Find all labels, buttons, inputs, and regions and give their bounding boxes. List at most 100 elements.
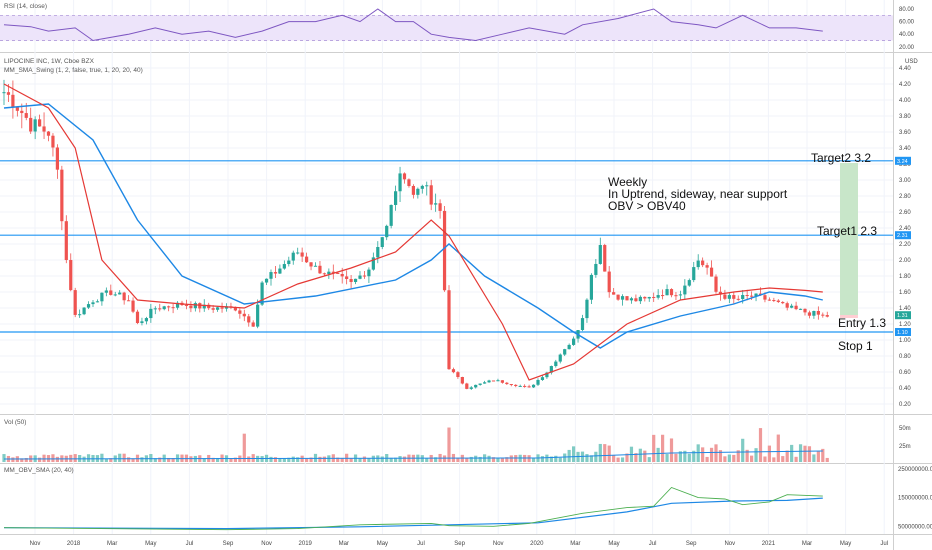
- time-tick-label: Sep: [454, 541, 465, 547]
- volume-bar: [456, 457, 460, 462]
- volume-bar: [567, 449, 571, 462]
- volume-bar: [572, 446, 576, 462]
- time-tick-label: May: [377, 541, 388, 547]
- volume-bar: [358, 458, 362, 462]
- candle: [745, 295, 749, 297]
- candle: [376, 247, 380, 258]
- volume-bar: [153, 458, 157, 462]
- candle: [669, 289, 674, 296]
- volume-bar: [434, 457, 438, 462]
- candle: [300, 252, 304, 257]
- candle: [465, 383, 469, 389]
- volume-bar: [202, 458, 206, 462]
- obv-tick-label: 250000000.00: [898, 467, 932, 473]
- stop-label: Stop 1: [838, 339, 873, 353]
- volume-bar: [598, 443, 602, 462]
- candle: [104, 290, 108, 293]
- candle: [193, 303, 197, 309]
- time-tick-label: Sep: [223, 541, 234, 547]
- last-price-label: 1.31: [897, 313, 908, 319]
- candle: [331, 271, 335, 273]
- candle: [723, 294, 727, 299]
- volume-bar: [652, 434, 656, 462]
- candle: [420, 185, 424, 189]
- candle: [705, 265, 709, 268]
- candle: [603, 245, 607, 272]
- volume-bar: [336, 457, 340, 462]
- candle: [505, 382, 509, 385]
- volume-bar: [273, 457, 278, 462]
- sma-label: MM_SMA_Swing (1, 2, false, true, 1, 20, …: [4, 67, 143, 74]
- price-tick-label: 4.40: [899, 66, 911, 72]
- candle: [665, 289, 669, 296]
- price-tick-label: 1.20: [899, 322, 911, 328]
- candle: [220, 307, 224, 309]
- price-tick-label: 1.40: [899, 306, 911, 312]
- candle: [727, 295, 731, 299]
- price-tick-label: 3.20: [899, 162, 911, 168]
- candle: [563, 349, 567, 355]
- candle: [483, 382, 487, 384]
- volume-bar: [167, 457, 171, 462]
- volume-bar: [478, 456, 482, 462]
- candle: [447, 290, 451, 370]
- symbol-label: LIPOCINE INC, 1W, Cboe BZX: [4, 58, 95, 65]
- volume-bar: [109, 458, 113, 462]
- volume-bar: [531, 457, 536, 462]
- candle: [69, 260, 73, 291]
- volume-bar: [442, 455, 447, 462]
- obv-slow-line: [3, 497, 823, 530]
- rsi-tick-label: 20.00: [899, 45, 915, 51]
- candle: [714, 276, 718, 292]
- volume-bar: [118, 453, 122, 462]
- candle: [434, 203, 438, 205]
- volume-bar: [625, 453, 629, 462]
- candle: [345, 276, 349, 280]
- candle: [380, 237, 384, 248]
- volume-bar: [736, 450, 740, 462]
- candle: [349, 279, 353, 282]
- candle: [803, 308, 807, 313]
- candle: [531, 384, 536, 388]
- volume-bar: [367, 458, 371, 462]
- price-tick-label: 2.40: [899, 226, 911, 232]
- volume-bar: [683, 450, 687, 462]
- volume-bar: [509, 455, 513, 462]
- price-tick-label: 0.80: [899, 354, 911, 360]
- time-tick-label: Nov: [30, 541, 41, 547]
- candle: [171, 307, 175, 309]
- candle: [687, 280, 691, 286]
- level-tag: [895, 328, 911, 336]
- volume-bar: [55, 456, 59, 462]
- candle: [353, 278, 358, 282]
- candle: [33, 119, 37, 132]
- volume-bar: [349, 458, 353, 462]
- candle: [224, 306, 229, 309]
- volume-bar: [104, 458, 108, 462]
- volume-bar: [505, 457, 509, 462]
- candle: [647, 296, 651, 299]
- candle: [598, 245, 602, 264]
- candle: [750, 295, 754, 297]
- volume-bar: [2, 454, 6, 462]
- obv-tick-label: 50000000.00: [898, 524, 932, 530]
- time-tick-label: Mar: [107, 541, 117, 547]
- candle: [536, 380, 540, 385]
- candle: [153, 308, 157, 310]
- time-tick-label: May: [840, 541, 851, 547]
- candle: [327, 271, 331, 275]
- time-tick-label: Sep: [686, 541, 697, 547]
- price-tick-label: 2.60: [899, 210, 911, 216]
- price-tick-label: 0.60: [899, 370, 911, 376]
- candle: [318, 265, 322, 274]
- candle: [175, 302, 180, 308]
- candle: [42, 126, 46, 132]
- volume-bar: [656, 447, 660, 462]
- candle: [313, 265, 318, 267]
- volume-bar: [669, 438, 674, 462]
- candle: [113, 294, 117, 296]
- grid: [0, 0, 893, 534]
- level-tag-label: 2.31: [897, 233, 908, 239]
- time-axis: Nov 2018 Mar May Jul Sep Nov 2019 Mar May Jul Sep No…: [30, 541, 888, 547]
